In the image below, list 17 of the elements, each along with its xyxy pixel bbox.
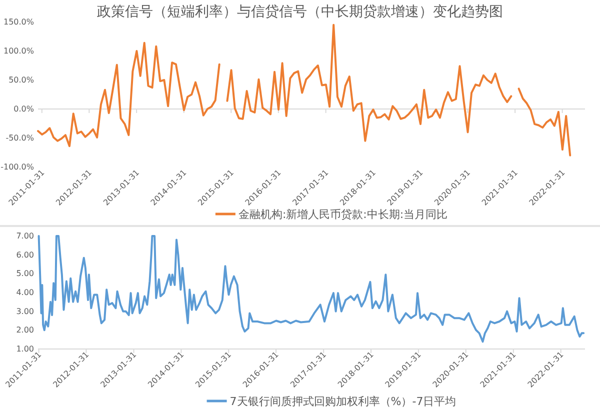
- y-tick-label: -100.0%: [0, 162, 34, 172]
- y-tick-label: 7.00: [16, 232, 34, 241]
- y-tick-label: 1.00: [16, 344, 34, 354]
- y-tick-label: 4.00: [16, 288, 34, 298]
- chart-title: 政策信号（短端利率）与信贷信号（中长期贷款增速）变化趋势图: [97, 4, 503, 20]
- y-tick-label: 6.00: [16, 250, 34, 260]
- y-tick-label: 2.00: [16, 326, 34, 335]
- legend-label: 金融机构:新增人民币贷款:中长期:当月同比: [238, 208, 448, 221]
- y-tick-label: 5.00: [16, 269, 34, 278]
- line-series: [38, 235, 585, 343]
- y-tick-label: -50.0%: [6, 134, 34, 143]
- legend-label: 7天银行间质押式回购加权利率（%）-7日平均: [230, 395, 456, 408]
- y-tick-label: 150.0%: [3, 18, 34, 27]
- y-tick-label: 0.0%: [14, 104, 34, 114]
- y-tick-label: 50.0%: [8, 76, 34, 85]
- y-tick-label: 3.00: [16, 306, 34, 316]
- y-tick-label: 100.0%: [3, 46, 34, 56]
